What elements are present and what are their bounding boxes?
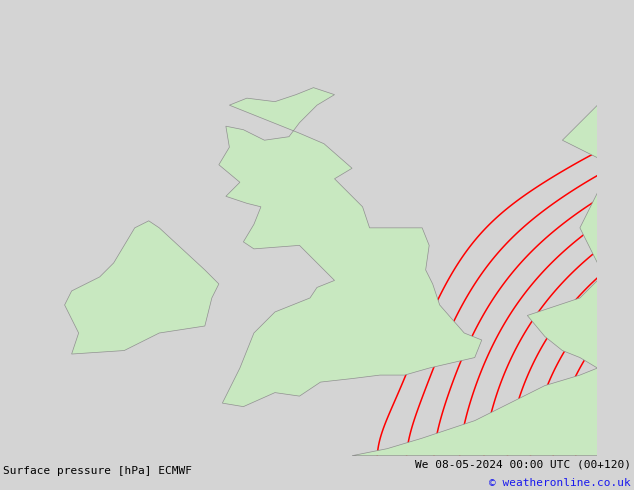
Polygon shape [527,0,597,368]
Polygon shape [219,88,482,407]
Polygon shape [65,221,219,354]
Text: © weatheronline.co.uk: © weatheronline.co.uk [489,478,631,488]
Polygon shape [352,368,597,456]
Text: We 08-05-2024 00:00 UTC (00+120): We 08-05-2024 00:00 UTC (00+120) [415,459,631,469]
Text: Surface pressure [hPa] ECMWF: Surface pressure [hPa] ECMWF [3,466,192,476]
